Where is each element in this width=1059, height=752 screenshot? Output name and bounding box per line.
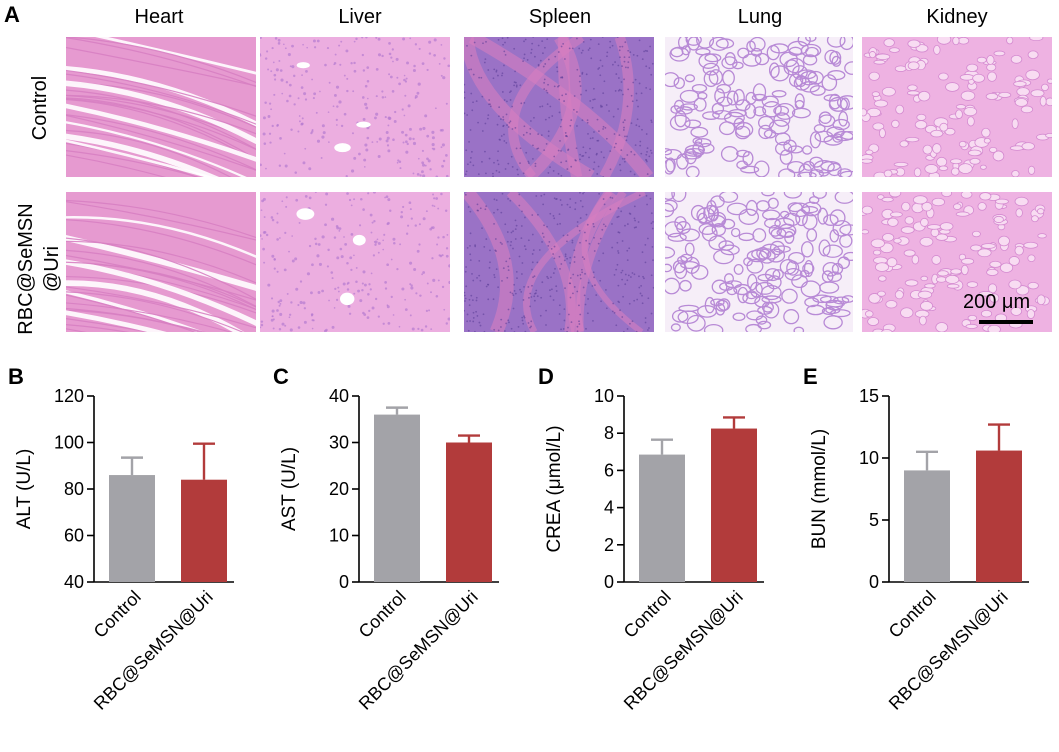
chart-alt: B 40 60 80 100 120 ALT (U/L) Control RBC@SeMSN@U…: [0, 360, 265, 747]
bar-control: [109, 475, 155, 582]
bar-treated: [446, 442, 492, 582]
y-tick-label: 2: [604, 535, 614, 555]
tile-lung-treated: [665, 192, 853, 332]
scale-bar: [979, 320, 1033, 324]
y-tick-label: 20: [329, 479, 349, 499]
tile-lung-control: [665, 37, 853, 177]
panel-letter-c: C: [273, 364, 289, 389]
y-tick-label: 10: [594, 386, 614, 406]
row-label-control: Control: [29, 75, 51, 141]
x-category-label: Control: [90, 587, 145, 642]
x-category-label: RBC@SeMSN@Uri: [355, 587, 482, 714]
chart-crea: D 0 2 4 6 8 10 CREA (μmol/L) Control RBC@SeMSN@Ur…: [530, 360, 795, 747]
panel-letter-d: D: [538, 364, 554, 389]
y-tick-label: 0: [339, 572, 349, 592]
x-category-label: RBC@SeMSN@Uri: [90, 587, 217, 714]
x-category-label: Control: [885, 587, 940, 642]
y-tick-label: 0: [604, 572, 614, 592]
organ-label-liver: Liver: [338, 6, 382, 28]
y-tick-label: 10: [859, 448, 879, 468]
row-label-treated: RBC@SeMSN @Uri: [15, 203, 63, 335]
y-axis-label-alt: ALT (U/L): [14, 449, 35, 530]
tile-kidney-control: [862, 37, 1052, 177]
y-tick-label: 100: [54, 433, 84, 453]
y-tick-label: 30: [329, 433, 349, 453]
y-tick-label: 40: [329, 386, 349, 406]
bar-control: [374, 414, 420, 582]
chart-bun: E 0 5 10 15 BUN (mmol/L) Control RBC@SeMSN@Uri: [795, 360, 1059, 747]
organ-label-heart: Heart: [134, 6, 184, 28]
organ-label-lung: Lung: [737, 6, 783, 28]
y-tick-label: 0: [869, 572, 879, 592]
bar-treated: [976, 450, 1022, 582]
bar-treated: [711, 428, 757, 582]
organ-label-kidney: Kidney: [926, 6, 988, 28]
panel-letter-a: A: [4, 2, 20, 27]
y-tick-label: 80: [64, 479, 84, 499]
x-category-label: Control: [620, 587, 675, 642]
y-axis-label-bun: BUN (mmol/L): [809, 429, 830, 549]
bar-treated: [181, 479, 227, 582]
panel-letter-e: E: [803, 364, 818, 389]
y-tick-label: 8: [604, 423, 614, 443]
tile-heart-control: [66, 37, 256, 177]
tile-kidney-treated: [862, 192, 1052, 332]
y-tick-label: 40: [64, 572, 84, 592]
y-axis-label-crea: CREA (μmol/L): [544, 425, 565, 552]
organ-label-spleen: Spleen: [528, 6, 592, 28]
panel-letter-b: B: [8, 364, 24, 389]
bar-control: [639, 454, 685, 582]
y-tick-label: 15: [859, 386, 879, 406]
x-category-label: RBC@SeMSN@Uri: [620, 587, 747, 714]
tile-heart-treated: [66, 192, 256, 332]
tile-spleen-control: [464, 37, 654, 177]
tile-liver-treated: [260, 192, 450, 332]
y-tick-label: 4: [604, 498, 614, 518]
y-tick-label: 5: [869, 510, 879, 530]
y-tick-label: 120: [54, 386, 84, 406]
x-category-label: Control: [355, 587, 410, 642]
y-tick-label: 60: [64, 526, 84, 546]
y-tick-label: 10: [329, 526, 349, 546]
bar-control: [904, 470, 950, 582]
y-axis-label-ast: AST (U/L): [279, 447, 300, 531]
x-category-label: RBC@SeMSN@Uri: [885, 587, 1012, 714]
tile-liver-control: [260, 37, 450, 177]
tile-spleen-treated: [464, 192, 654, 332]
chart-ast: C 0 10 20 30 40 AST (U/L) Control RBC@SeMSN@Uri: [265, 360, 530, 747]
y-tick-label: 6: [604, 460, 614, 480]
scale-bar-label: 200 μm: [963, 291, 1031, 313]
